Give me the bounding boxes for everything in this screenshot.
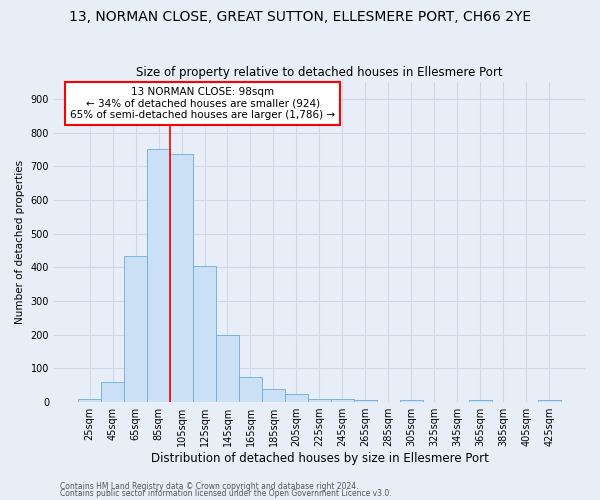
Bar — [354, 400, 377, 402]
Bar — [216, 334, 239, 402]
Bar — [78, 398, 101, 402]
X-axis label: Distribution of detached houses by size in Ellesmere Port: Distribution of detached houses by size … — [151, 452, 488, 465]
Text: Contains HM Land Registry data © Crown copyright and database right 2024.: Contains HM Land Registry data © Crown c… — [60, 482, 359, 491]
Bar — [308, 398, 331, 402]
Text: 13, NORMAN CLOSE, GREAT SUTTON, ELLESMERE PORT, CH66 2YE: 13, NORMAN CLOSE, GREAT SUTTON, ELLESMER… — [69, 10, 531, 24]
Bar — [331, 398, 354, 402]
Y-axis label: Number of detached properties: Number of detached properties — [15, 160, 25, 324]
Title: Size of property relative to detached houses in Ellesmere Port: Size of property relative to detached ho… — [136, 66, 503, 80]
Text: Contains public sector information licensed under the Open Government Licence v3: Contains public sector information licen… — [60, 489, 392, 498]
Bar — [538, 400, 561, 402]
Bar — [400, 400, 423, 402]
Bar — [239, 377, 262, 402]
Bar — [262, 388, 285, 402]
Bar — [285, 394, 308, 402]
Bar — [170, 154, 193, 402]
Text: 13 NORMAN CLOSE: 98sqm
← 34% of detached houses are smaller (924)
65% of semi-de: 13 NORMAN CLOSE: 98sqm ← 34% of detached… — [70, 87, 335, 120]
Bar — [124, 256, 147, 402]
Bar — [101, 382, 124, 402]
Bar — [147, 150, 170, 402]
Bar — [193, 266, 216, 402]
Bar — [469, 400, 492, 402]
